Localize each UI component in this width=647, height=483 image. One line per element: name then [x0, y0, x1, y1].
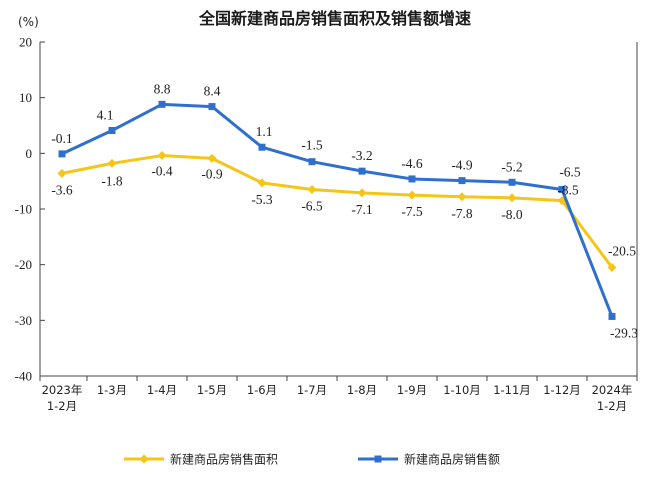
data-label: -7.1: [351, 202, 372, 217]
data-label: -0.4: [151, 164, 173, 179]
data-label: -7.8: [451, 206, 473, 221]
series-1-point: [558, 186, 566, 194]
series-1-point: [458, 177, 466, 185]
data-label: -0.9: [201, 166, 223, 181]
data-label: 8.8: [154, 81, 171, 96]
data-label: 1.1: [256, 124, 273, 139]
y-tick-label: 20: [19, 35, 32, 50]
legend-label: 新建商品房销售额: [404, 452, 500, 467]
y-tick-label: -40: [15, 369, 32, 384]
x-tick-label: 1-2月: [597, 399, 627, 413]
series-1-point: [358, 167, 366, 175]
data-label: -4.6: [401, 156, 423, 171]
data-label: -29.3: [610, 325, 638, 340]
series-1-point: [408, 175, 416, 183]
series-0-point: [457, 192, 467, 202]
data-label: -3.2: [351, 148, 372, 163]
series-0-point: [257, 178, 267, 188]
data-label: -1.8: [101, 173, 123, 188]
data-label: -7.5: [401, 204, 423, 219]
legend-label: 新建商品房销售面积: [170, 452, 278, 467]
series-1-point: [108, 127, 116, 135]
series-1-point: [608, 312, 616, 320]
series-1-point: [58, 150, 66, 158]
series-layer: [57, 100, 617, 320]
data-label: -3.6: [51, 182, 73, 197]
data-label: -6.5: [559, 165, 581, 180]
y-axis-unit: (%): [18, 15, 39, 29]
series-0-point: [207, 153, 217, 163]
series-1-point: [258, 143, 266, 151]
series-0-point: [607, 262, 617, 272]
x-tick-label: 1-9月: [397, 383, 427, 397]
data-label: -8.0: [501, 207, 523, 222]
x-tick-label: 2024年: [592, 383, 633, 397]
x-tick-label: 1-2月: [47, 399, 77, 413]
x-tick-label: 1-5月: [197, 383, 227, 397]
data-label: -5.3: [251, 192, 273, 207]
y-tick-label: 0: [26, 146, 33, 161]
data-label: 8.4: [204, 84, 221, 99]
chart-title: 全国新建商品房销售面积及销售额增速: [198, 9, 471, 28]
series-0-point: [307, 185, 317, 195]
series-0-point: [407, 190, 417, 200]
x-tick-label: 1-6月: [247, 383, 277, 397]
data-labels: -3.6 -1.8 -0.4 -0.9 -5.3 -6.5 -7.1 -7.5 -7.8 -8.0…: [51, 81, 638, 340]
data-label: 4.1: [97, 108, 114, 123]
data-label: -0.1: [51, 131, 72, 146]
series-0-point: [157, 151, 167, 161]
legend-swatch-marker: [374, 455, 382, 463]
series-0-point: [57, 168, 67, 178]
x-tick-label: 2023年: [42, 383, 83, 397]
axes: 20 10 0 -10 -20 -30 -40 2023年 1-2月 1-3月 1-4月 1-5月 1-…: [15, 35, 638, 413]
series-1-point: [208, 103, 216, 111]
series-line-1: [60, 102, 614, 318]
series-1-point: [308, 158, 316, 166]
series-1-point: [508, 178, 516, 186]
y-tick-label: -20: [15, 257, 32, 272]
series-0-point: [357, 188, 367, 198]
x-tick-label: 1-11月: [493, 383, 531, 397]
y-tick-label: 10: [19, 90, 32, 105]
series-line-0: [60, 154, 614, 269]
y-tick-label: -10: [15, 202, 32, 217]
legend: 新建商品房销售面积 新建商品房销售额: [124, 452, 500, 467]
data-label: -20.5: [608, 243, 636, 258]
x-tick-label: 1-3月: [97, 383, 127, 397]
data-label: -1.5: [301, 138, 323, 153]
y-tick-label: -30: [15, 313, 32, 328]
data-label: -8.5: [557, 183, 579, 198]
series-0-point: [107, 158, 117, 168]
data-label: -6.5: [301, 199, 323, 214]
x-tick-label: 1-8月: [347, 383, 377, 397]
x-tick-label: 1-12月: [543, 383, 581, 397]
legend-swatch-marker: [139, 454, 149, 464]
x-tick-label: 1-10月: [443, 383, 481, 397]
x-tick-label: 1-4月: [147, 383, 177, 397]
series-1-point: [158, 100, 166, 108]
data-label: -5.2: [501, 159, 522, 174]
x-tick-label: 1-7月: [297, 383, 327, 397]
data-label: -4.9: [451, 158, 473, 173]
series-0-point: [507, 193, 517, 203]
